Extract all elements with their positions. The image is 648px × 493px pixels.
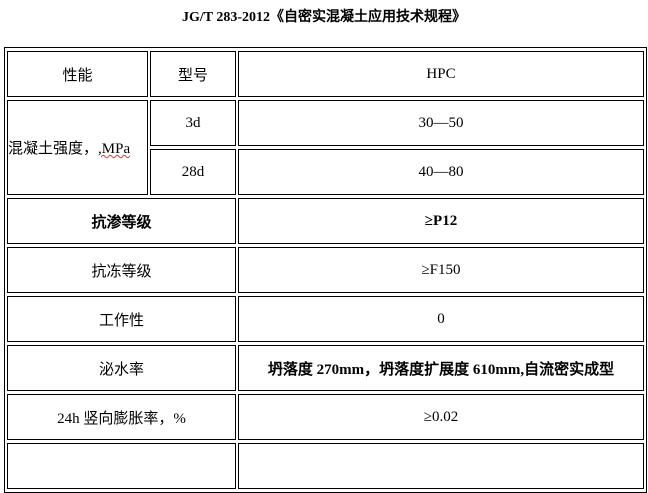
value-cell bbox=[238, 443, 644, 489]
label-cell: 工作性 bbox=[7, 296, 236, 342]
table-row: 泌水率 坍落度 270mm，坍落度扩展度 610mm,自流密实成型 bbox=[7, 345, 644, 391]
spec-table: 性能 型号 HPC 混凝土强度，,MPa 3d 30—50 28d 40—80 … bbox=[4, 47, 647, 493]
header-property: 性能 bbox=[7, 51, 148, 97]
value-cell: 30—50 bbox=[238, 100, 644, 146]
table-row bbox=[7, 443, 644, 489]
label-cell: 泌水率 bbox=[7, 345, 236, 391]
age-cell: 28d bbox=[150, 149, 236, 195]
value-cell: ≥F150 bbox=[238, 247, 644, 293]
table-row: 28d 40—80 bbox=[7, 149, 644, 195]
strength-unit: ,MPa bbox=[98, 141, 131, 157]
strength-label: 混凝土强度， bbox=[8, 141, 99, 157]
label-cell: 抗渗等级 bbox=[7, 198, 236, 244]
value-cell: ≥P12 bbox=[238, 198, 644, 244]
table-row: 抗冻等级 ≥F150 bbox=[7, 247, 644, 293]
value-cell: 0 bbox=[238, 296, 644, 342]
value-cell: 坍落度 270mm，坍落度扩展度 610mm,自流密实成型 bbox=[238, 345, 644, 391]
table-row: 24h 竖向膨胀率，% ≥0.02 bbox=[7, 394, 644, 440]
table-row: 工作性 0 bbox=[7, 296, 644, 342]
table-row: 混凝土强度，,MPa 3d 30—50 bbox=[7, 100, 644, 195]
table-row: 抗渗等级 ≥P12 bbox=[7, 198, 644, 244]
strength-label-cell: 混凝土强度，,MPa bbox=[7, 100, 148, 195]
age-cell: 3d bbox=[150, 100, 236, 146]
value-cell: ≥0.02 bbox=[238, 394, 644, 440]
header-value: HPC bbox=[238, 51, 644, 97]
document-title: JG/T 283-2012《自密实混凝土应用技术规程》 bbox=[181, 10, 467, 25]
value-cell: 40—80 bbox=[238, 149, 644, 195]
header-model: 型号 bbox=[150, 51, 236, 97]
label-cell bbox=[7, 443, 236, 489]
table-header-row: 性能 型号 HPC bbox=[7, 51, 644, 97]
label-cell: 抗冻等级 bbox=[7, 247, 236, 293]
label-cell: 24h 竖向膨胀率，% bbox=[7, 394, 236, 440]
